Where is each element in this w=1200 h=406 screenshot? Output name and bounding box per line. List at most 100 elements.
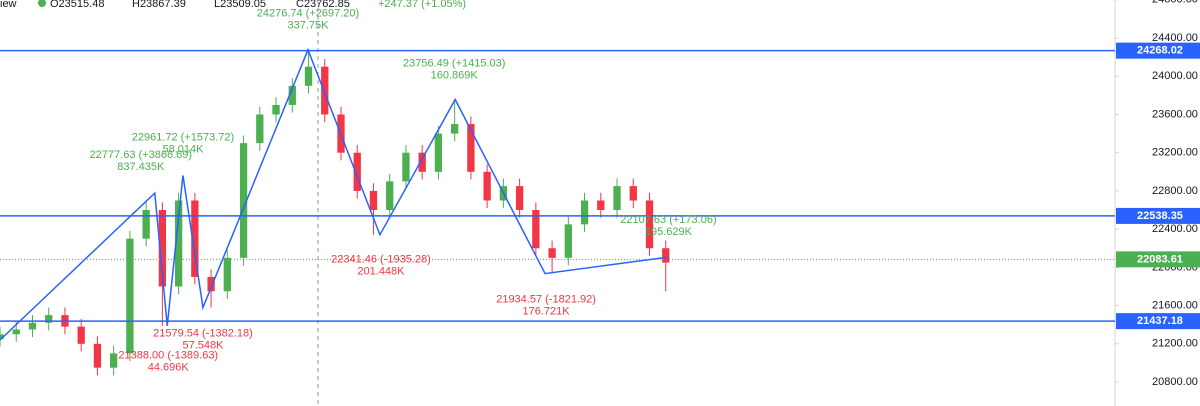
candle-body <box>93 343 102 368</box>
candle-body <box>207 276 215 292</box>
candle-body <box>402 152 410 182</box>
pivot-volume: 58.014K <box>162 143 204 155</box>
level-badge <box>1116 207 1200 224</box>
candle-body <box>158 210 167 287</box>
candle-body <box>12 329 20 335</box>
candle-body <box>272 104 280 115</box>
candle <box>564 216 572 266</box>
candle <box>662 240 670 292</box>
candle <box>256 106 264 151</box>
candle-body <box>45 315 53 323</box>
pivot-volume: 195.629K <box>645 226 693 238</box>
pivot-label: 24276.74 (+2697.20) <box>257 8 359 20</box>
candle <box>239 135 248 266</box>
candle-body <box>483 171 491 201</box>
candle <box>0 326 4 347</box>
candle-body <box>467 124 475 172</box>
pivot-volume: 44.696K <box>148 362 190 374</box>
candle <box>288 78 296 113</box>
pivot-label: 23756.49 (+1415.03) <box>403 57 505 69</box>
pivot-label: 21579.54 (-1382.18) <box>153 327 253 339</box>
candle <box>45 307 53 331</box>
candle <box>223 250 231 299</box>
candle-body <box>548 248 556 258</box>
ohlc-value: C23762.85 <box>296 0 350 10</box>
candle <box>402 145 410 190</box>
pivot-label: 21388.00 (-1389.63) <box>118 350 218 362</box>
candle-body <box>597 200 605 211</box>
last-price-label: 22083.61 <box>1137 253 1183 265</box>
candle <box>369 183 378 235</box>
ohlc-value: L23509.05 <box>214 0 266 10</box>
candle <box>483 164 491 209</box>
candle <box>93 336 102 376</box>
pivot-label: 21934.57 (-1821.92) <box>496 294 596 306</box>
candle-body <box>288 85 296 105</box>
candle <box>142 202 150 247</box>
y-tick-label: 21200.00 <box>1152 338 1198 350</box>
ohlc-value: O23515.48 <box>50 0 104 10</box>
candle <box>613 178 621 218</box>
candle-body <box>629 186 637 201</box>
level-badge <box>1116 313 1200 330</box>
candle <box>28 315 37 338</box>
candle-body <box>451 124 459 134</box>
level-badge <box>1116 42 1200 59</box>
y-tick-label: 20800.00 <box>1152 376 1198 388</box>
candle <box>353 145 361 199</box>
pivot-volume: 201.448K <box>357 266 405 278</box>
candle <box>597 192 605 218</box>
candle-body <box>142 210 150 239</box>
candle <box>386 173 394 218</box>
ohlc-value: H23867.39 <box>132 0 186 10</box>
candle-body <box>77 326 85 344</box>
candle-body <box>321 66 329 115</box>
candle <box>158 202 167 326</box>
candle <box>580 192 589 232</box>
candle-body <box>564 224 572 258</box>
candle-body <box>256 114 264 144</box>
chart-name: iew <box>0 0 17 10</box>
y-tick-label: 24800.00 <box>1152 0 1198 6</box>
candle <box>321 59 329 123</box>
candle-body <box>532 210 540 249</box>
level-label: 22538.35 <box>1137 210 1183 222</box>
candle-body <box>304 66 313 86</box>
candle-body <box>386 181 394 211</box>
candle-body <box>369 190 378 211</box>
candle-body <box>418 152 426 172</box>
candle <box>126 231 134 361</box>
candle-body <box>645 200 654 249</box>
level-label: 21437.18 <box>1137 315 1183 327</box>
candle-body <box>434 133 443 172</box>
pivot-label: 22107.63 (+173.06) <box>620 214 716 226</box>
candle <box>548 240 556 274</box>
candle-body <box>515 186 524 211</box>
candle <box>645 192 654 256</box>
candle <box>418 145 426 180</box>
candle-body <box>191 200 199 277</box>
pivot-volume: 176.721K <box>522 306 570 318</box>
y-tick-label: 24000.00 <box>1152 70 1198 82</box>
pivot-volume: 160.869K <box>431 69 479 81</box>
candle <box>77 318 85 352</box>
candle-body <box>662 248 670 263</box>
candle-body <box>126 238 134 354</box>
candle <box>532 202 540 256</box>
candle <box>174 192 183 295</box>
y-tick-label: 21600.00 <box>1152 299 1198 311</box>
candle <box>304 49 313 94</box>
candle <box>110 345 118 376</box>
pivot-volume: 837.435K <box>117 161 165 173</box>
pivot-volume: 337.75K <box>287 20 329 32</box>
candle-body <box>174 200 183 287</box>
y-tick-label: 24400.00 <box>1152 32 1198 44</box>
candle <box>629 178 637 209</box>
pivot-volume: 57.548K <box>182 339 224 351</box>
ohlc-value: +247.37 (+1.05%) <box>378 0 466 10</box>
status-dot <box>38 0 46 7</box>
y-tick-label: 22400.00 <box>1152 223 1198 235</box>
candle-body <box>28 322 37 330</box>
candle <box>467 116 475 180</box>
